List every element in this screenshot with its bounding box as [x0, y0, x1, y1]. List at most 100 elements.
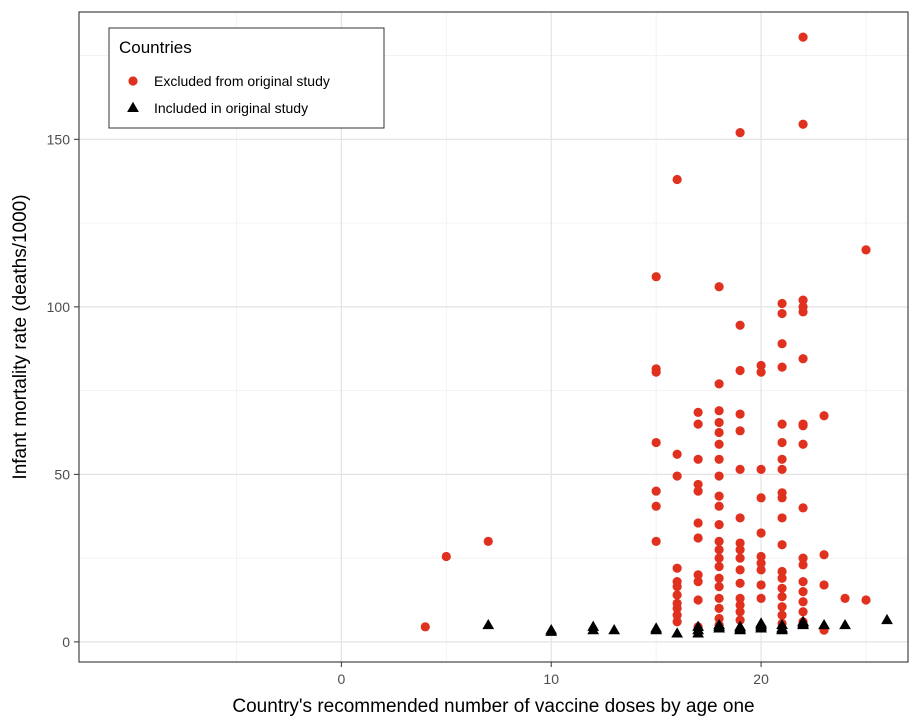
point-excluded: [777, 540, 787, 550]
point-excluded: [798, 576, 808, 587]
point-excluded: [651, 367, 661, 377]
point-excluded: [672, 174, 682, 185]
point-excluded: [714, 501, 724, 511]
point-excluded: [693, 518, 703, 528]
point-excluded: [735, 615, 745, 625]
point-excluded: [714, 573, 724, 583]
point-excluded: [672, 590, 682, 600]
x-tick-label: 20: [753, 671, 769, 687]
point-excluded: [735, 409, 745, 419]
data-points: [420, 32, 893, 638]
point-excluded: [798, 119, 808, 129]
point-included: [482, 618, 495, 630]
point-excluded: [777, 454, 787, 464]
point-excluded: [777, 610, 787, 620]
point-excluded: [714, 379, 724, 389]
point-excluded: [672, 449, 682, 459]
point-excluded: [798, 553, 808, 563]
point-included: [545, 625, 558, 636]
y-tick-label: 150: [47, 131, 71, 147]
point-excluded: [819, 580, 829, 590]
point-excluded: [714, 417, 724, 428]
point-excluded: [735, 600, 745, 610]
legend-label-excluded: Excluded from original study: [154, 73, 330, 89]
point-included: [797, 618, 809, 630]
point-excluded: [693, 479, 703, 490]
point-included: [734, 623, 746, 635]
point-excluded: [714, 520, 724, 530]
point-excluded: [714, 545, 724, 555]
point-excluded: [777, 298, 787, 309]
point-excluded: [798, 421, 808, 431]
point-excluded: [651, 486, 661, 496]
point-excluded: [819, 411, 829, 421]
point-included: [692, 627, 705, 638]
point-excluded: [735, 513, 745, 523]
point-excluded: [420, 622, 430, 632]
point-excluded: [735, 578, 745, 588]
point-excluded: [798, 439, 808, 449]
point-excluded: [756, 580, 766, 590]
point-included: [587, 623, 600, 635]
point-excluded: [798, 295, 808, 305]
point-excluded: [840, 593, 850, 603]
point-included: [881, 613, 893, 625]
point-excluded: [777, 362, 787, 372]
y-tick-label: 0: [62, 634, 70, 650]
point-excluded: [693, 533, 703, 543]
point-excluded: [714, 536, 724, 546]
point-excluded: [798, 607, 808, 617]
point-excluded: [798, 307, 808, 317]
point-excluded: [714, 439, 724, 449]
point-excluded: [777, 493, 787, 503]
x-tick-label: 0: [337, 671, 345, 687]
y-axis-title: Infant mortality rate (deaths/1000): [10, 194, 31, 479]
point-excluded: [693, 486, 703, 496]
point-excluded: [756, 360, 766, 371]
point-excluded: [756, 558, 766, 568]
point-excluded: [861, 245, 871, 255]
point-excluded: [756, 493, 766, 503]
point-excluded: [735, 545, 745, 555]
point-excluded: [693, 407, 703, 417]
x-tick-label: 10: [543, 671, 559, 687]
point-excluded: [693, 454, 703, 464]
point-excluded: [714, 454, 724, 464]
point-excluded: [777, 308, 787, 319]
legend-key-excluded: [128, 76, 138, 86]
axis-ticks: 0 10 20 0 50 100 150: [47, 131, 769, 687]
point-excluded: [735, 128, 745, 138]
point-excluded: [714, 561, 724, 572]
point-excluded: [735, 365, 745, 376]
point-excluded: [777, 513, 787, 523]
point-excluded: [651, 501, 661, 511]
point-excluded: [693, 576, 703, 587]
point-included: [818, 618, 830, 630]
point-excluded: [672, 617, 682, 627]
point-excluded: [672, 563, 682, 573]
point-excluded: [735, 538, 745, 548]
legend-box: [108, 27, 385, 129]
point-excluded: [714, 613, 724, 624]
point-included: [650, 623, 663, 635]
point-excluded: [798, 32, 808, 42]
point-included: [776, 623, 788, 635]
point-excluded: [756, 367, 766, 377]
point-excluded: [735, 464, 745, 474]
point-included: [839, 618, 851, 630]
point-excluded: [714, 471, 724, 481]
y-tick-label: 100: [47, 299, 71, 315]
point-excluded: [735, 565, 745, 575]
legend-title: Countries: [119, 38, 192, 57]
point-excluded: [714, 553, 724, 563]
point-excluded: [483, 536, 493, 546]
point-excluded: [651, 437, 661, 448]
point-excluded: [735, 320, 745, 330]
legend-label-included: Included in original study: [154, 100, 308, 116]
point-excluded: [735, 426, 745, 436]
point-excluded: [651, 272, 661, 282]
point-excluded: [777, 419, 787, 429]
point-excluded: [756, 528, 766, 538]
point-included: [671, 627, 684, 638]
